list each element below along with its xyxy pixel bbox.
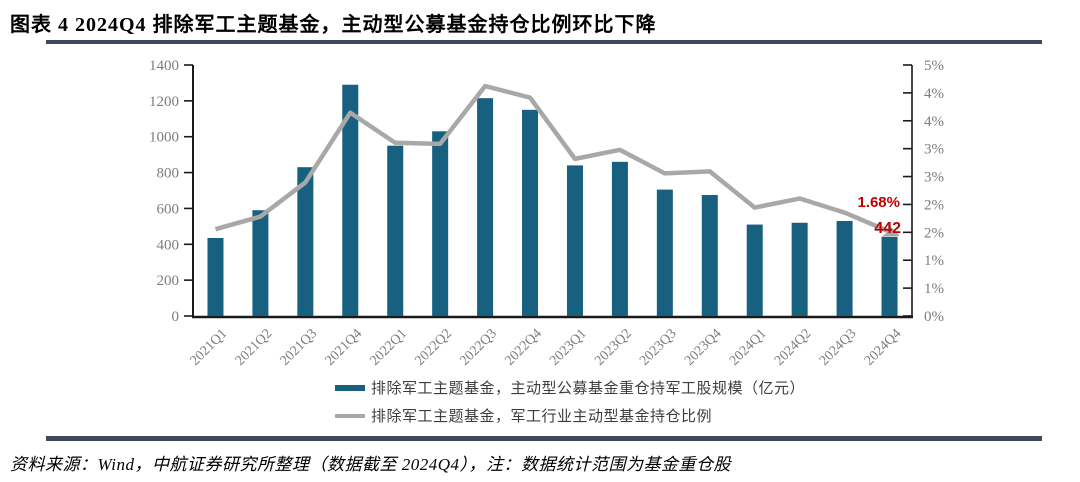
x-axis-tick-label: 2021Q3 xyxy=(278,326,321,369)
legend-item-bar-series: 排除军工主题基金，主动型公募基金重仓持军工股规模（亿元） xyxy=(335,377,805,398)
line-last-value-label: 1.68% xyxy=(857,194,900,211)
footer-separator xyxy=(46,436,1042,441)
x-axis-tick-label: 2022Q1 xyxy=(368,326,411,369)
chart-legend: 排除军工主题基金，主动型公募基金重仓持军工股规模（亿元） 排除军工主题基金，军工… xyxy=(335,377,805,426)
bar xyxy=(701,194,718,316)
x-axis-tick-label: 2024Q1 xyxy=(727,326,770,369)
bar xyxy=(522,109,539,316)
bar xyxy=(387,145,404,316)
left-axis-tick-label: 400 xyxy=(157,237,180,253)
bar xyxy=(252,210,269,316)
bar xyxy=(881,236,898,316)
left-axis-tick-label: 1000 xyxy=(149,130,179,146)
bar xyxy=(207,238,224,316)
right-axis-tick-label: 3% xyxy=(924,142,944,158)
right-axis-tick-label: 1% xyxy=(924,253,944,269)
legend-label: 排除军工主题基金，军工行业主动型基金持仓比例 xyxy=(371,409,713,425)
bar xyxy=(611,161,628,316)
x-axis-tick-label: 2022Q3 xyxy=(457,326,500,369)
left-axis-tick-label: 0 xyxy=(172,309,180,325)
x-axis-tick-label: 2023Q4 xyxy=(682,326,725,369)
bar xyxy=(791,222,808,316)
x-axis-tick-label: 2024Q3 xyxy=(817,326,860,369)
right-axis-tick-label: 1% xyxy=(924,281,944,297)
bar xyxy=(342,84,359,316)
left-axis-tick-label: 600 xyxy=(157,201,180,217)
left-axis-tick-label: 200 xyxy=(157,273,180,289)
bar-last-value-label: 442 xyxy=(874,220,901,237)
x-axis-tick-label: 2021Q2 xyxy=(233,326,276,369)
right-axis-tick-label: 5% xyxy=(924,58,944,74)
source-note: 资料来源：Wind，中航证券研究所整理（数据截至 2024Q4），注：数据统计范… xyxy=(10,455,731,474)
right-axis-tick-label: 2% xyxy=(924,197,944,213)
x-axis-tick-label: 2021Q4 xyxy=(323,326,366,369)
x-axis-tick-label: 2022Q2 xyxy=(412,326,455,369)
right-axis-tick-label: 3% xyxy=(924,170,944,186)
line-series-swatch xyxy=(335,413,365,418)
title-separator xyxy=(46,40,1042,44)
bar xyxy=(656,189,673,316)
right-axis-tick-label: 0% xyxy=(924,309,944,325)
x-axis-tick-label: 2021Q1 xyxy=(188,326,231,369)
bar xyxy=(297,167,314,316)
bar-series-swatch xyxy=(335,384,365,391)
x-axis-tick-label: 2023Q1 xyxy=(547,326,590,369)
left-axis-tick-label: 1400 xyxy=(149,58,179,74)
right-axis-tick-label: 2% xyxy=(924,225,944,241)
legend-item-line-series: 排除军工主题基金，军工行业主动型基金持仓比例 xyxy=(335,405,805,426)
left-axis-tick-label: 1200 xyxy=(149,94,179,110)
right-axis-tick-label: 4% xyxy=(924,114,944,130)
bar xyxy=(477,98,494,317)
x-axis-tick-label: 2024Q2 xyxy=(772,326,815,369)
legend-label: 排除军工主题基金，主动型公募基金重仓持军工股规模（亿元） xyxy=(371,381,806,397)
x-axis-tick-label: 2024Q4 xyxy=(862,326,905,369)
x-axis-tick-label: 2023Q3 xyxy=(637,326,680,369)
line-series xyxy=(214,83,900,237)
bar xyxy=(432,131,449,316)
x-axis-tick-label: 2022Q4 xyxy=(502,326,545,369)
right-axis-tick-label: 4% xyxy=(924,86,944,102)
x-axis-tick-label: 2023Q2 xyxy=(592,326,635,369)
bar xyxy=(836,220,853,316)
bar xyxy=(746,224,763,316)
bar xyxy=(566,165,583,316)
figure-title: 图表 4 2024Q4 排除军工主题基金，主动型公募基金持仓比例环比下降 xyxy=(10,14,657,36)
left-axis-tick-label: 800 xyxy=(157,166,180,182)
